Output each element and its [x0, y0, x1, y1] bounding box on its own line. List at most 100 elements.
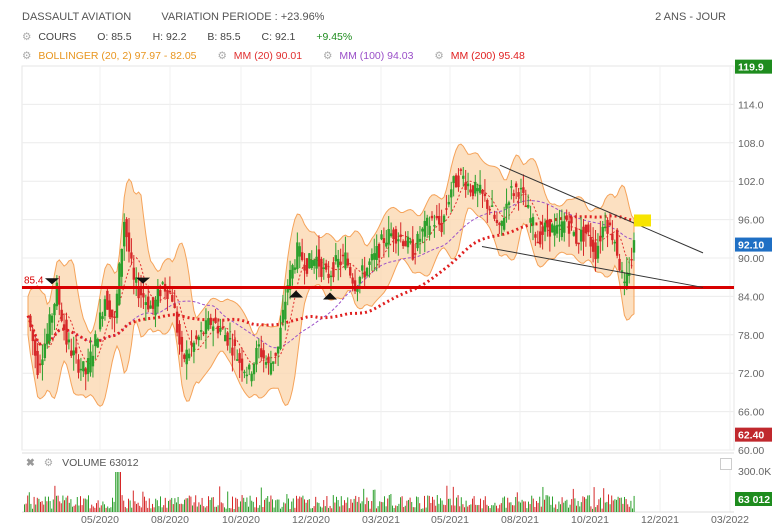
volume-bar [243, 497, 245, 512]
volume-bar [534, 506, 536, 512]
candle-body [245, 374, 249, 377]
candle-body [394, 229, 398, 244]
candle-body [346, 258, 350, 266]
y-tick-label: 78.00 [738, 330, 764, 342]
candle-body [577, 242, 580, 245]
volume-bar [75, 504, 77, 512]
candle-body [466, 183, 470, 187]
candle-body [132, 267, 136, 280]
candle-body [385, 242, 388, 247]
volume-bar [609, 504, 611, 512]
volume-label: VOLUME [62, 457, 107, 469]
volume-bar [412, 507, 414, 512]
candle-body [575, 227, 578, 244]
panel-toggle[interactable] [720, 458, 732, 470]
volume-bar [195, 495, 197, 512]
volume-bar [49, 501, 51, 512]
candle-body [156, 288, 160, 307]
gear-icon[interactable]: ⚙ [22, 50, 32, 62]
candle-body [409, 241, 412, 243]
candle-body [324, 263, 328, 270]
volume-bar [630, 500, 632, 512]
candle-body [284, 301, 287, 320]
candle-body [464, 182, 467, 190]
volume-bar [619, 497, 621, 512]
volume-bar [107, 506, 109, 512]
volume-bar [504, 496, 505, 512]
volume-bar [179, 504, 181, 512]
candle-body [248, 364, 251, 370]
volume-bar [305, 502, 307, 512]
candle-body [135, 277, 138, 283]
candle-body [618, 258, 621, 271]
volume-bar [89, 508, 91, 512]
volume-bar [361, 501, 363, 512]
candle-body [79, 368, 83, 371]
candle-body [255, 347, 258, 365]
candle-body [291, 265, 294, 279]
volume-bar [326, 496, 328, 512]
candle-body [623, 281, 626, 284]
volume-bar [499, 504, 501, 512]
candle-body [529, 218, 532, 223]
candle-body [86, 358, 90, 375]
volume-bar [387, 498, 389, 512]
volume-bar [451, 505, 453, 512]
gear-icon[interactable]: ⚙ [217, 50, 227, 62]
volume-bar [97, 500, 99, 512]
candle-body [214, 317, 217, 324]
candle-body [175, 311, 179, 333]
candle-body [438, 215, 441, 225]
volume-bar [150, 508, 152, 512]
candle-body [353, 280, 357, 292]
candle-body [120, 248, 123, 277]
close-icon[interactable]: ✖ [26, 457, 35, 469]
y-tick-label: 108.0 [738, 138, 764, 150]
volume-bar [633, 495, 635, 512]
period-selector[interactable]: 2 ANS - JOUR [655, 11, 726, 23]
gear-icon[interactable]: ⚙ [322, 50, 333, 62]
candle-body [252, 363, 256, 375]
volume-bar [184, 499, 185, 512]
volume-bar [372, 489, 374, 512]
volume-bar [505, 507, 507, 512]
candle-body [267, 356, 270, 364]
candle-body [498, 223, 501, 225]
volume-bar [57, 495, 59, 512]
volume-bar [209, 499, 211, 512]
candle-body [399, 234, 402, 237]
volume-bar [344, 500, 345, 512]
volume-bar [140, 507, 142, 512]
volume-bar [612, 500, 614, 512]
price-legend: ⚙ COURS O: 85.5 H: 92.2 B: 85.5 C: 92.1 … [22, 31, 370, 43]
candle-body [168, 290, 172, 293]
volume-bar [483, 500, 485, 512]
volume-bar [212, 497, 214, 512]
candle-body [341, 254, 345, 257]
candle-body [274, 352, 277, 356]
moving-averages [26, 180, 635, 366]
volume-bar [385, 506, 387, 512]
volume-bar [96, 503, 97, 512]
gear-icon[interactable]: ⚙ [43, 457, 54, 469]
volume-bar [120, 472, 121, 512]
volume-bar [414, 507, 416, 512]
volume-bar [502, 497, 504, 512]
volume-bar [219, 486, 221, 512]
volume-bar [30, 503, 32, 512]
candle-body [584, 224, 588, 234]
volume-bar [235, 497, 237, 512]
gear-icon[interactable]: ⚙ [22, 31, 32, 43]
volume-bar [105, 507, 107, 512]
candle-body [94, 334, 97, 347]
low-value: B: 85.5 [207, 31, 241, 43]
volume-bar [444, 505, 446, 512]
volume-bar [76, 497, 78, 512]
volume-bar [152, 503, 153, 512]
gear-icon[interactable]: ⚙ [434, 50, 444, 62]
candle-body [555, 225, 559, 234]
volume-bar [62, 495, 64, 512]
volume-bar [616, 499, 617, 512]
price-tag [735, 427, 772, 442]
